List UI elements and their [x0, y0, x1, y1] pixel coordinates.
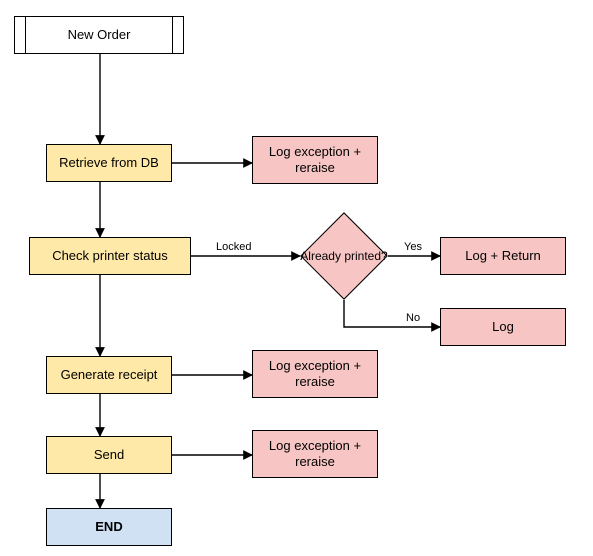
node-log-only: Log: [440, 308, 566, 346]
node-end: END: [46, 508, 172, 546]
node-retrieve-error: Log exception + reraise: [252, 136, 378, 184]
node-already-printed-label: Already printed?: [300, 249, 387, 263]
node-start: New Order: [14, 16, 184, 54]
node-end-label: END: [95, 519, 122, 535]
node-check: Check printer status: [29, 237, 191, 275]
node-retrieve-error-label: Log exception + reraise: [257, 144, 373, 177]
edge-label-locked: Locked: [216, 241, 251, 253]
edge-decision-no: [344, 300, 440, 327]
node-send-error-label: Log exception + reraise: [257, 438, 373, 471]
node-already-printed: Already printed?: [300, 212, 388, 300]
node-log-only-label: Log: [492, 319, 514, 335]
node-retrieve: Retrieve from DB: [46, 144, 172, 182]
node-generate-error-label: Log exception + reraise: [257, 358, 373, 391]
node-send-error: Log exception + reraise: [252, 430, 378, 478]
node-start-label: New Order: [68, 27, 131, 43]
node-generate: Generate receipt: [46, 356, 172, 394]
node-log-return: Log + Return: [440, 237, 566, 275]
node-send: Send: [46, 436, 172, 474]
node-check-label: Check printer status: [52, 248, 168, 264]
node-log-return-label: Log + Return: [465, 248, 541, 264]
node-retrieve-label: Retrieve from DB: [59, 155, 159, 171]
node-generate-label: Generate receipt: [61, 367, 158, 383]
edge-label-yes: Yes: [404, 241, 422, 253]
edge-label-no: No: [406, 312, 420, 324]
node-generate-error: Log exception + reraise: [252, 350, 378, 398]
node-send-label: Send: [94, 447, 124, 463]
